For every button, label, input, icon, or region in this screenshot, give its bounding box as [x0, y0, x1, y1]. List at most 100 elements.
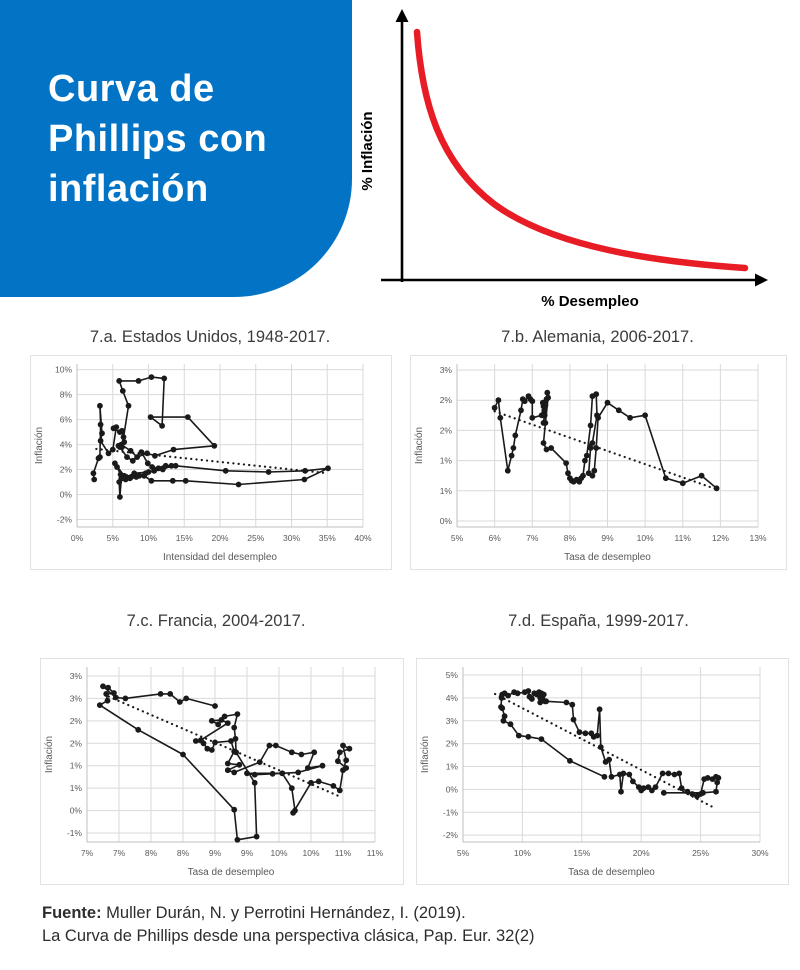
data-point — [642, 412, 648, 419]
data-point — [330, 783, 337, 789]
data-point — [540, 691, 547, 698]
data-point — [567, 757, 573, 764]
data-point — [279, 770, 286, 777]
data-point — [545, 394, 551, 401]
data-point — [504, 467, 511, 474]
data-point — [501, 713, 508, 720]
data-point — [97, 421, 104, 428]
data-point — [251, 771, 258, 778]
data-point — [529, 398, 536, 405]
y-tick-label: 0% — [440, 516, 453, 526]
concept-chart: % Inflación % Desempleo — [358, 2, 788, 316]
data-point — [168, 462, 175, 469]
data-point — [145, 469, 152, 475]
data-point — [589, 440, 596, 446]
data-point — [569, 701, 576, 708]
data-point — [514, 690, 521, 697]
chart-frame-7b: 5% 6% 7% 8% 9% 10% 11% 12% 13% 0% 1% 1% 2% 2% 3% Tasa d… — [410, 355, 787, 570]
data-point — [627, 414, 633, 421]
data-point — [580, 472, 586, 479]
x-axis-label: Tasa de desempleo — [568, 867, 655, 878]
data-point — [234, 836, 241, 843]
x-tick-label: 10% — [637, 533, 654, 543]
page-title-line2: Phillips con — [48, 118, 268, 161]
data-point — [615, 407, 622, 414]
y-tick-label: 0% — [60, 490, 73, 500]
data-point — [138, 449, 145, 455]
data-point — [302, 467, 308, 474]
x-tick-label: 7% — [526, 533, 539, 543]
data-point — [288, 749, 295, 756]
data-point — [298, 751, 305, 758]
data-point — [116, 378, 123, 384]
data-point — [152, 452, 158, 459]
y-tick-label: -1% — [67, 828, 83, 838]
y-tick-label: 3% — [446, 716, 459, 726]
data-point — [596, 706, 603, 713]
data-point — [112, 460, 118, 467]
concept-y-arrow-icon — [395, 9, 409, 22]
data-point — [151, 467, 158, 474]
x-tick-label: 10% — [302, 848, 319, 858]
data-point — [497, 414, 504, 421]
y-tick-label: 1% — [70, 783, 83, 793]
y-tick-label: 2% — [440, 395, 453, 405]
y-tick-label: 2% — [70, 716, 83, 726]
y-tick-label: 2% — [60, 465, 73, 475]
data-point — [224, 767, 231, 774]
data-point — [343, 757, 350, 764]
data-point — [231, 806, 238, 813]
data-point — [660, 789, 667, 796]
data-point — [563, 699, 570, 706]
x-axis-label: Intensidad del desempleo — [163, 552, 277, 563]
x-tick-label: 9% — [601, 533, 614, 543]
chart-frame-7d: 5% 10% 15% 20% 25% 30% -2% -1% 0% 1% 2% 3% 4% 5% Tasa … — [416, 658, 789, 885]
data-point — [595, 414, 601, 421]
data-point — [715, 775, 722, 781]
header-banner: Curva de Phillips con inflación — [0, 0, 352, 297]
data-point — [583, 452, 590, 459]
data-point — [222, 467, 229, 474]
data-point — [265, 469, 272, 475]
x-axis-label: Tasa de desempleo — [564, 552, 651, 563]
x-tick-label: 10% — [140, 533, 157, 543]
y-axis-label: Inflación — [420, 736, 431, 773]
data-point — [232, 735, 239, 742]
data-point — [500, 717, 507, 724]
data-point — [180, 751, 186, 758]
data-point — [129, 457, 136, 464]
data-point — [678, 785, 685, 792]
data-point — [111, 690, 117, 696]
data-point — [582, 457, 588, 464]
data-point — [689, 791, 696, 797]
series-line — [493, 391, 718, 489]
data-point — [335, 758, 341, 765]
data-point — [304, 765, 311, 771]
y-tick-label: 6% — [60, 415, 73, 425]
data-point — [112, 694, 119, 701]
chart-title-7d: 7.d. España, 1999-2017. — [508, 612, 689, 630]
data-point — [543, 446, 550, 453]
data-point — [256, 759, 263, 765]
data-point — [131, 470, 138, 477]
data-point — [714, 779, 721, 786]
y-tick-label: 1% — [70, 761, 83, 771]
trend-line — [107, 695, 341, 798]
data-point — [319, 762, 326, 769]
y-tick-label: 10% — [55, 365, 72, 375]
data-point — [124, 454, 130, 460]
y-tick-label: 3% — [70, 693, 83, 703]
gridlines — [86, 667, 376, 842]
data-point — [652, 784, 659, 790]
data-point — [290, 809, 296, 816]
data-point — [134, 454, 140, 460]
data-point — [208, 747, 215, 753]
data-point — [582, 730, 589, 737]
chart-title-7b: 7.b. Alemania, 2006-2017. — [501, 328, 694, 346]
y-tick-label: 2% — [70, 738, 83, 748]
data-point — [684, 788, 691, 795]
data-point — [208, 717, 215, 724]
data-point — [542, 420, 549, 426]
data-point — [336, 749, 343, 756]
data-point — [231, 748, 238, 755]
